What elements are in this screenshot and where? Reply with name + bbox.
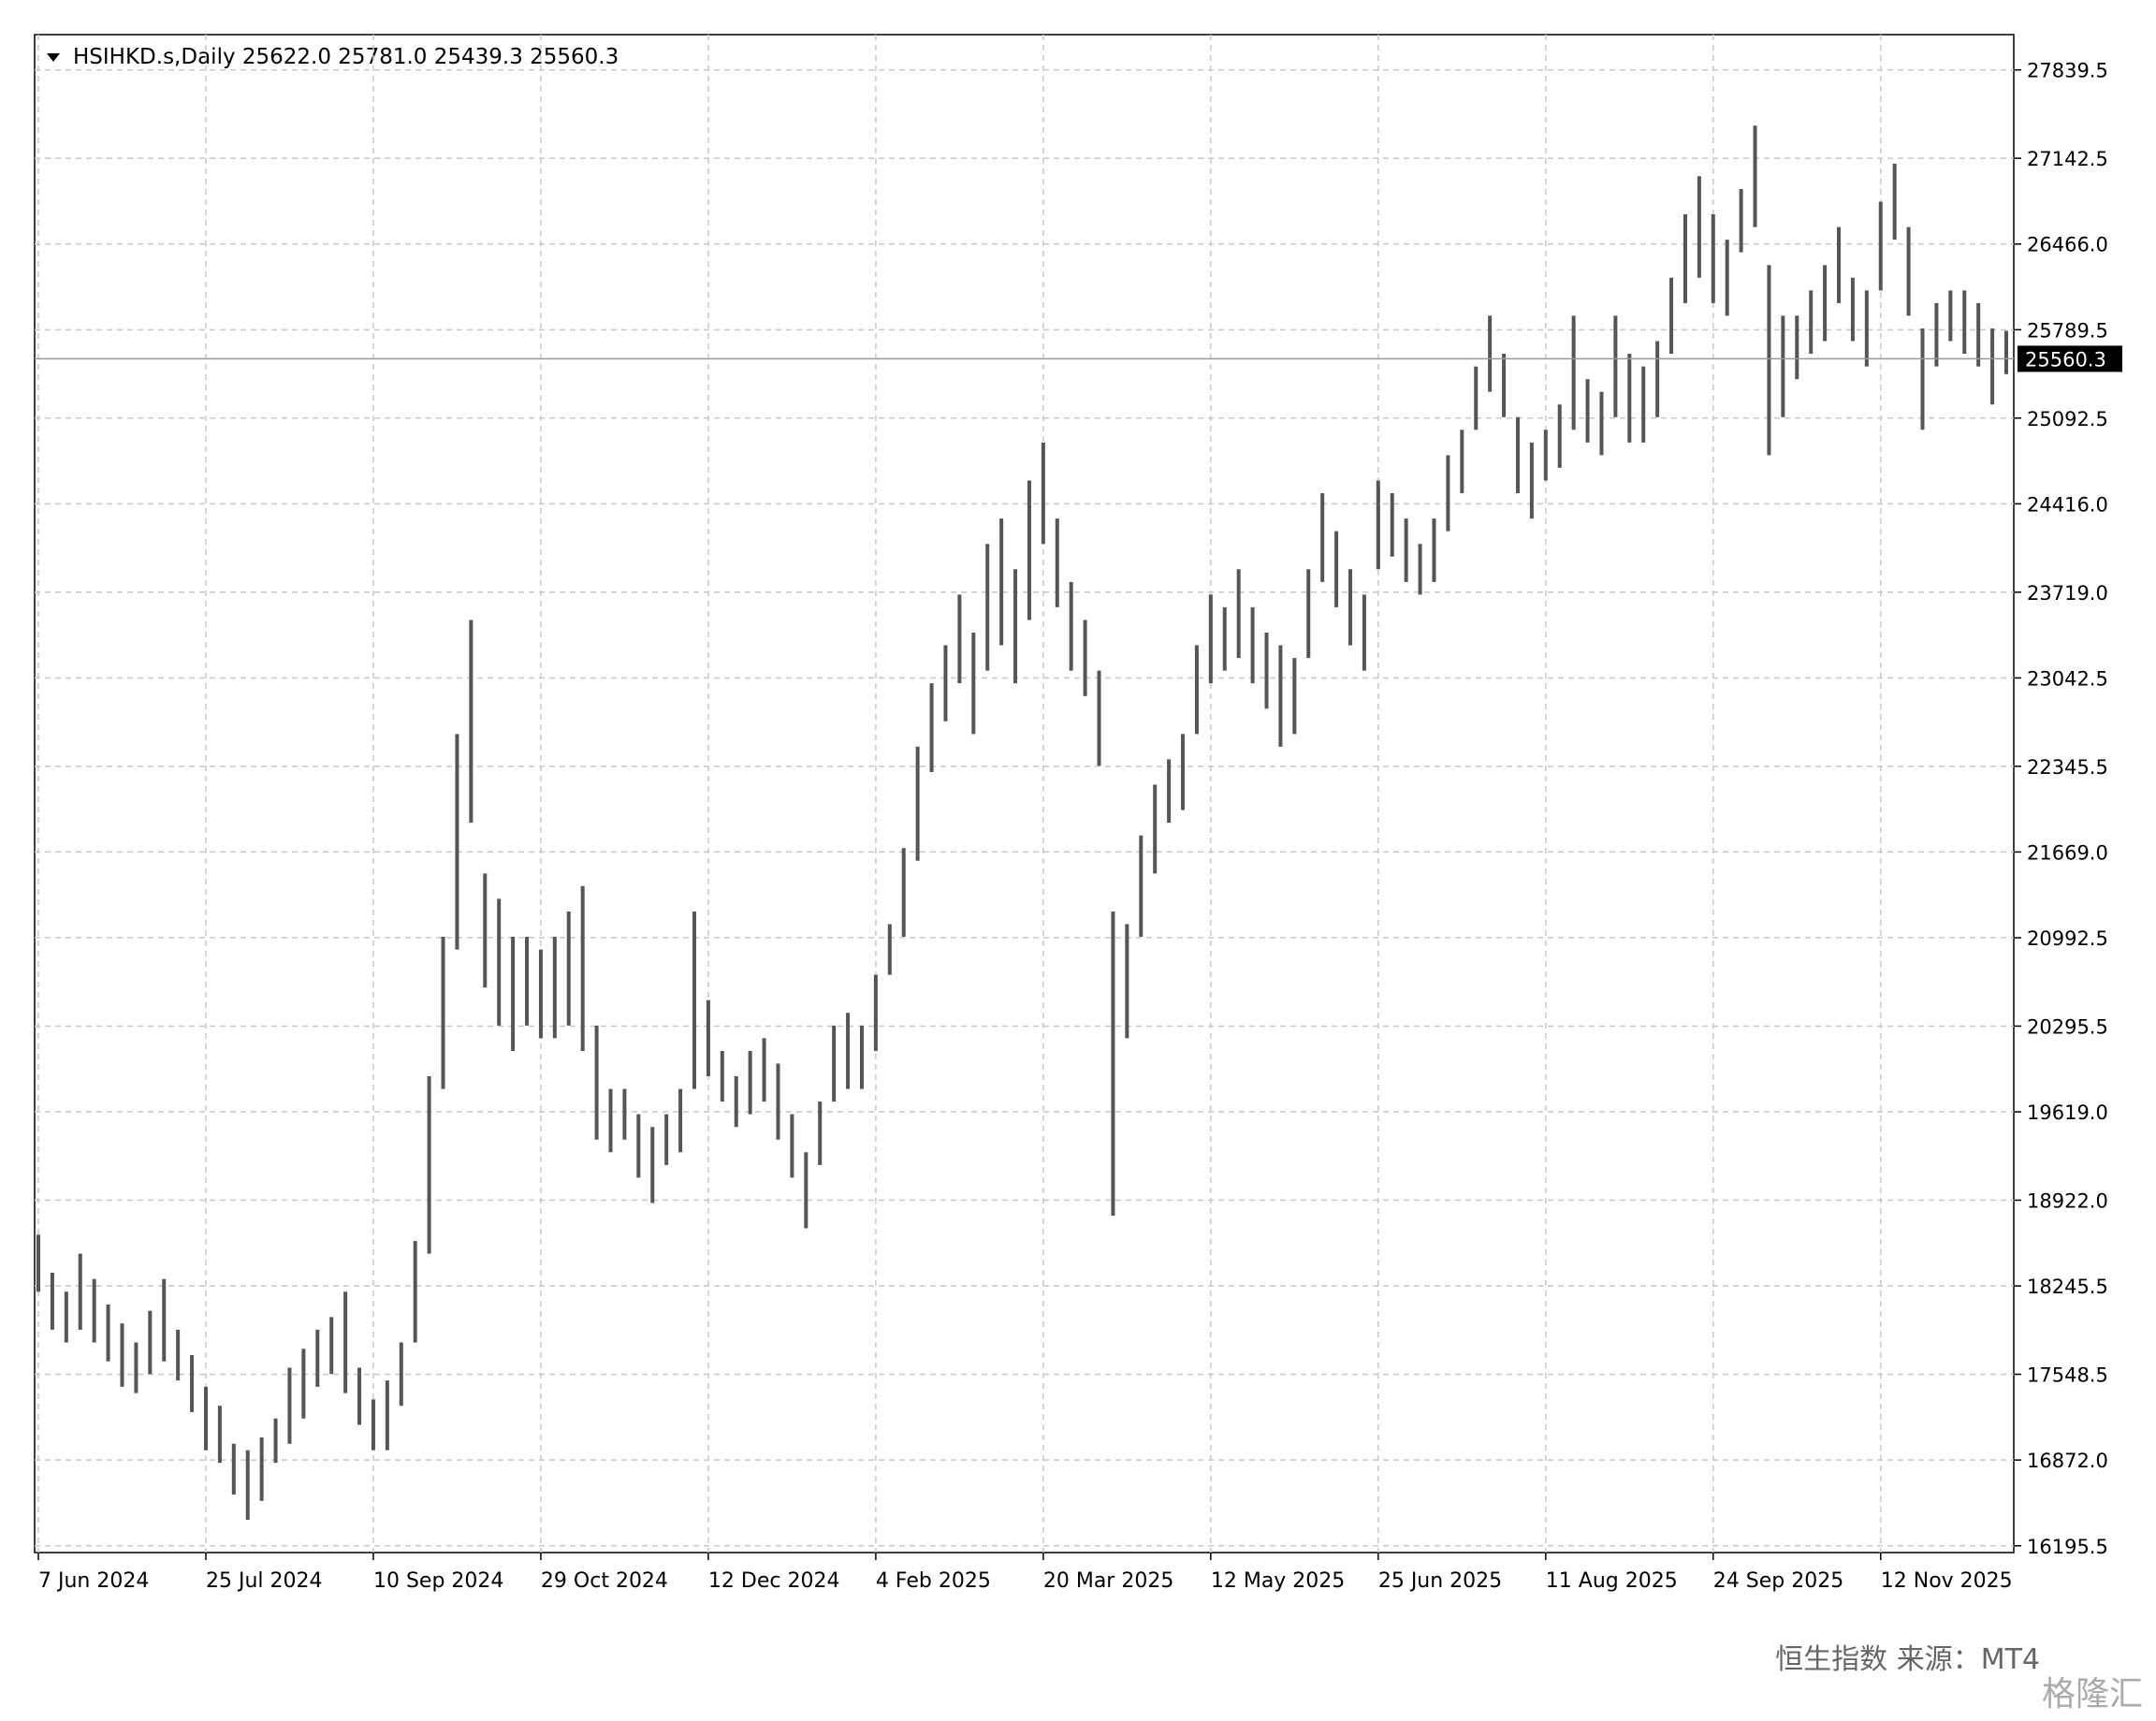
- x-tick-label: 12 Dec 2024: [708, 1569, 840, 1593]
- menu-arrow: [47, 53, 60, 62]
- chart-title: HSIHKD.s,Daily 25622.0 25781.0 25439.3 2…: [73, 45, 619, 69]
- y-tick-label: 18245.5: [2027, 1276, 2108, 1298]
- last-price-box: [2018, 345, 2122, 372]
- watermark: 格隆汇: [2042, 1675, 2143, 1714]
- y-tick-label: 16195.5: [2027, 1536, 2108, 1558]
- x-tick-label: 24 Sep 2025: [1713, 1569, 1843, 1593]
- y-tick-label: 17548.5: [2027, 1364, 2108, 1387]
- plot-frame: [34, 34, 2015, 1553]
- y-tick-label: 23719.0: [2027, 582, 2108, 605]
- x-tick-label: 25 Jun 2025: [1378, 1569, 1502, 1593]
- y-tick-label: 20992.5: [2027, 927, 2108, 950]
- last-price-label: 25560.3: [2025, 348, 2106, 371]
- source-note: 恒生指数 来源：MT4: [1775, 1643, 2040, 1676]
- y-tick-label: 20295.5: [2027, 1015, 2108, 1038]
- y-tick-label: 27839.5: [2027, 60, 2108, 82]
- y-tick-label: 19619.0: [2027, 1101, 2108, 1124]
- y-tick-label: 16872.0: [2027, 1450, 2108, 1472]
- y-tick-label: 21669.0: [2027, 841, 2108, 864]
- y-tick-label: 24416.0: [2027, 493, 2108, 516]
- x-tick-label: 20 Mar 2025: [1043, 1569, 1173, 1593]
- x-tick-label: 7 Jun 2024: [38, 1569, 149, 1593]
- y-tick-label: 23042.5: [2027, 667, 2108, 690]
- y-tick-label: 22345.5: [2027, 756, 2108, 779]
- y-tick-label: 27142.5: [2027, 148, 2108, 170]
- x-tick-label: 11 Aug 2025: [1546, 1569, 1678, 1593]
- x-tick-label: 4 Feb 2025: [876, 1569, 991, 1593]
- y-tick-label: 25789.5: [2027, 319, 2108, 342]
- x-tick-label: 12 May 2025: [1211, 1569, 1345, 1593]
- y-tick-label: 25092.5: [2027, 408, 2108, 430]
- x-tick-label: 10 Sep 2024: [373, 1569, 503, 1593]
- x-tick-label: 25 Jul 2024: [206, 1569, 323, 1593]
- y-tick-label: 26466.0: [2027, 234, 2108, 256]
- y-tick-label: 18922.0: [2027, 1189, 2108, 1212]
- x-tick-label: 29 Oct 2024: [541, 1569, 668, 1593]
- x-tick-label: 12 Nov 2025: [1881, 1569, 2013, 1593]
